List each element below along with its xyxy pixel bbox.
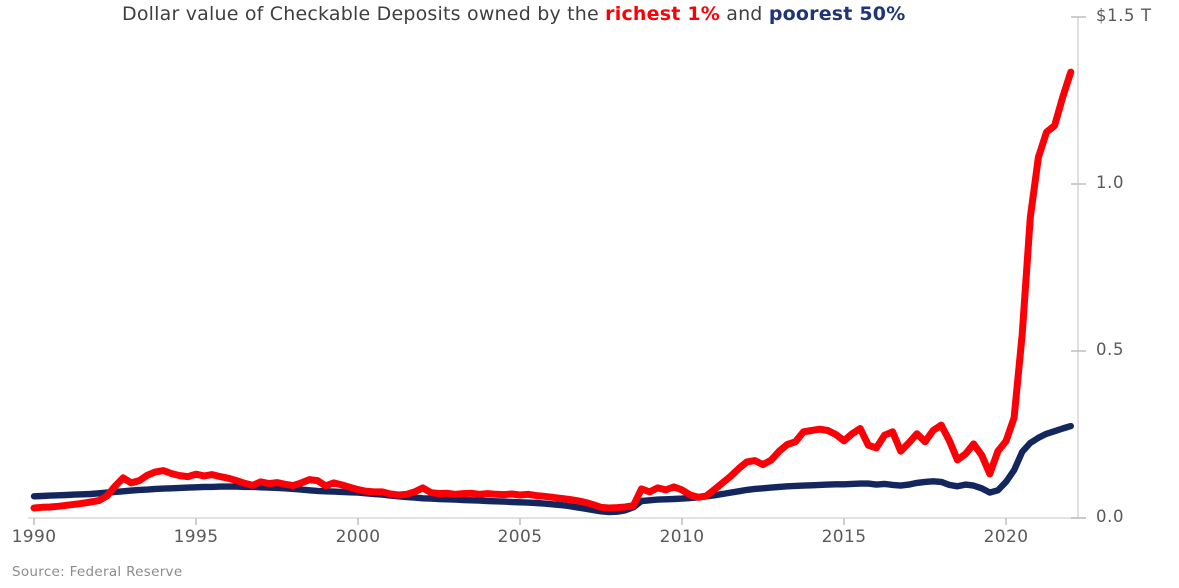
title-richest-1pct-label: richest 1% — [605, 3, 720, 25]
y-axis-label: 0.0 — [1096, 507, 1125, 526]
x-axis-label: 1990 — [11, 527, 57, 547]
y-axis-label: 0.5 — [1096, 340, 1125, 359]
x-axis-label: 1995 — [173, 527, 219, 547]
x-axis-label: 2020 — [983, 527, 1029, 547]
poorest-50pct-line — [30, 422, 1075, 516]
title-text: Dollar value of Checkable Deposits owned… — [122, 3, 606, 25]
richest-1pct-line — [30, 68, 1075, 512]
title-poorest-50pct-label: poorest 50% — [768, 3, 906, 25]
chart-title: Dollar value of Checkable Deposits owned… — [122, 2, 905, 26]
x-axis-label: 2015 — [821, 527, 867, 547]
title-connector: and — [719, 3, 769, 25]
source-label: Source: Federal Reserve — [12, 564, 183, 580]
x-axis-label: 2005 — [497, 527, 543, 547]
x-axis-label: 2000 — [335, 527, 381, 547]
y-axis-label: $1.5 T — [1096, 6, 1152, 25]
y-axis-label: 1.0 — [1096, 173, 1125, 192]
x-axis-label: 2010 — [659, 527, 705, 547]
